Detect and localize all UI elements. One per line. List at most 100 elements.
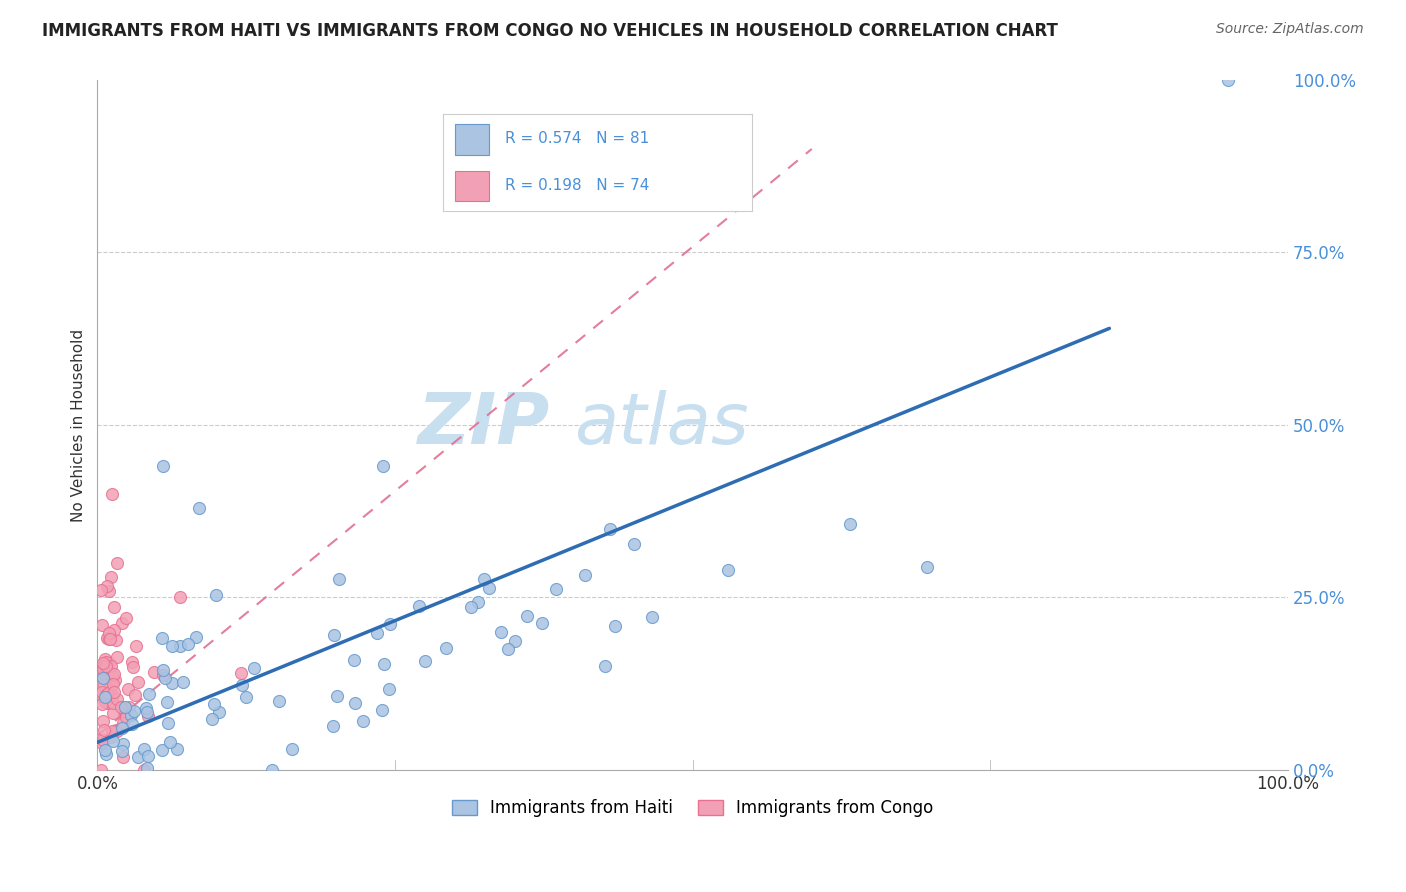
Point xyxy=(169,590,191,604)
Point xyxy=(111,716,134,731)
Point xyxy=(91,671,114,685)
Point xyxy=(90,763,112,777)
Point xyxy=(516,609,538,624)
Point xyxy=(503,634,526,648)
Point xyxy=(91,662,114,676)
Point xyxy=(152,668,174,682)
Point xyxy=(103,623,125,637)
Point xyxy=(229,666,252,681)
Point xyxy=(118,699,141,714)
Text: ZIP: ZIP xyxy=(418,391,550,459)
Point xyxy=(839,516,862,531)
Point xyxy=(593,659,616,673)
Point xyxy=(378,616,401,631)
Point xyxy=(111,744,134,758)
Point xyxy=(322,718,344,732)
Point xyxy=(91,733,114,747)
Point xyxy=(98,626,121,640)
Point xyxy=(160,675,183,690)
Point xyxy=(343,697,366,711)
Point xyxy=(467,594,489,608)
Point xyxy=(121,655,143,669)
Point xyxy=(544,582,567,597)
Point xyxy=(177,637,200,651)
Point xyxy=(138,687,160,701)
Point xyxy=(371,703,394,717)
Point xyxy=(202,697,225,711)
Point xyxy=(243,661,266,675)
Point xyxy=(97,583,120,598)
Point xyxy=(103,666,125,681)
Point xyxy=(159,735,181,749)
Point xyxy=(136,761,159,775)
Point xyxy=(489,625,512,640)
Point xyxy=(366,626,388,640)
Point xyxy=(160,639,183,653)
Point xyxy=(132,742,155,756)
Point xyxy=(90,582,112,597)
Point xyxy=(260,763,283,777)
Point xyxy=(352,714,374,728)
Point xyxy=(100,658,122,673)
Point xyxy=(157,716,180,731)
Point xyxy=(96,631,118,645)
Point xyxy=(343,652,366,666)
Point xyxy=(107,723,129,738)
Point xyxy=(98,632,121,647)
Point xyxy=(378,681,401,696)
Text: Source: ZipAtlas.com: Source: ZipAtlas.com xyxy=(1216,22,1364,37)
Point xyxy=(96,579,118,593)
Point xyxy=(434,641,457,656)
Point xyxy=(94,743,117,757)
Point xyxy=(915,560,938,574)
Point xyxy=(90,684,112,698)
Point xyxy=(187,500,209,515)
Point xyxy=(326,689,349,703)
Point xyxy=(201,712,224,726)
Point xyxy=(269,694,291,708)
Point xyxy=(93,714,115,729)
Point xyxy=(172,675,194,690)
Point xyxy=(114,710,136,724)
Point xyxy=(478,581,501,595)
Point xyxy=(97,685,120,699)
Point xyxy=(574,568,596,582)
Point xyxy=(94,656,117,670)
Point xyxy=(281,741,304,756)
Point xyxy=(100,731,122,745)
Point xyxy=(91,659,114,673)
Text: atlas: atlas xyxy=(574,391,748,459)
Legend: Immigrants from Haiti, Immigrants from Congo: Immigrants from Haiti, Immigrants from C… xyxy=(446,792,941,824)
Point xyxy=(97,632,120,646)
Point xyxy=(138,748,160,763)
Point xyxy=(156,695,179,709)
Point xyxy=(114,699,136,714)
Point xyxy=(93,659,115,673)
Point xyxy=(143,665,166,680)
Point xyxy=(93,723,115,737)
Point xyxy=(90,688,112,702)
Point xyxy=(408,599,430,613)
Point xyxy=(122,704,145,718)
Point xyxy=(112,737,135,751)
Point xyxy=(105,692,128,706)
Point xyxy=(322,628,344,642)
Point xyxy=(103,684,125,698)
Point xyxy=(135,705,157,719)
Point xyxy=(90,617,112,632)
Point xyxy=(135,700,157,714)
Point xyxy=(235,690,257,704)
Point xyxy=(91,697,114,711)
Point xyxy=(96,658,118,673)
Point xyxy=(530,615,553,630)
Point xyxy=(208,705,231,719)
Point xyxy=(93,656,115,670)
Point xyxy=(152,459,174,474)
Point xyxy=(1218,73,1240,87)
Point xyxy=(231,678,253,692)
Point xyxy=(97,696,120,710)
Point xyxy=(94,652,117,666)
Point xyxy=(184,630,207,644)
Point xyxy=(100,677,122,691)
Point xyxy=(104,633,127,648)
